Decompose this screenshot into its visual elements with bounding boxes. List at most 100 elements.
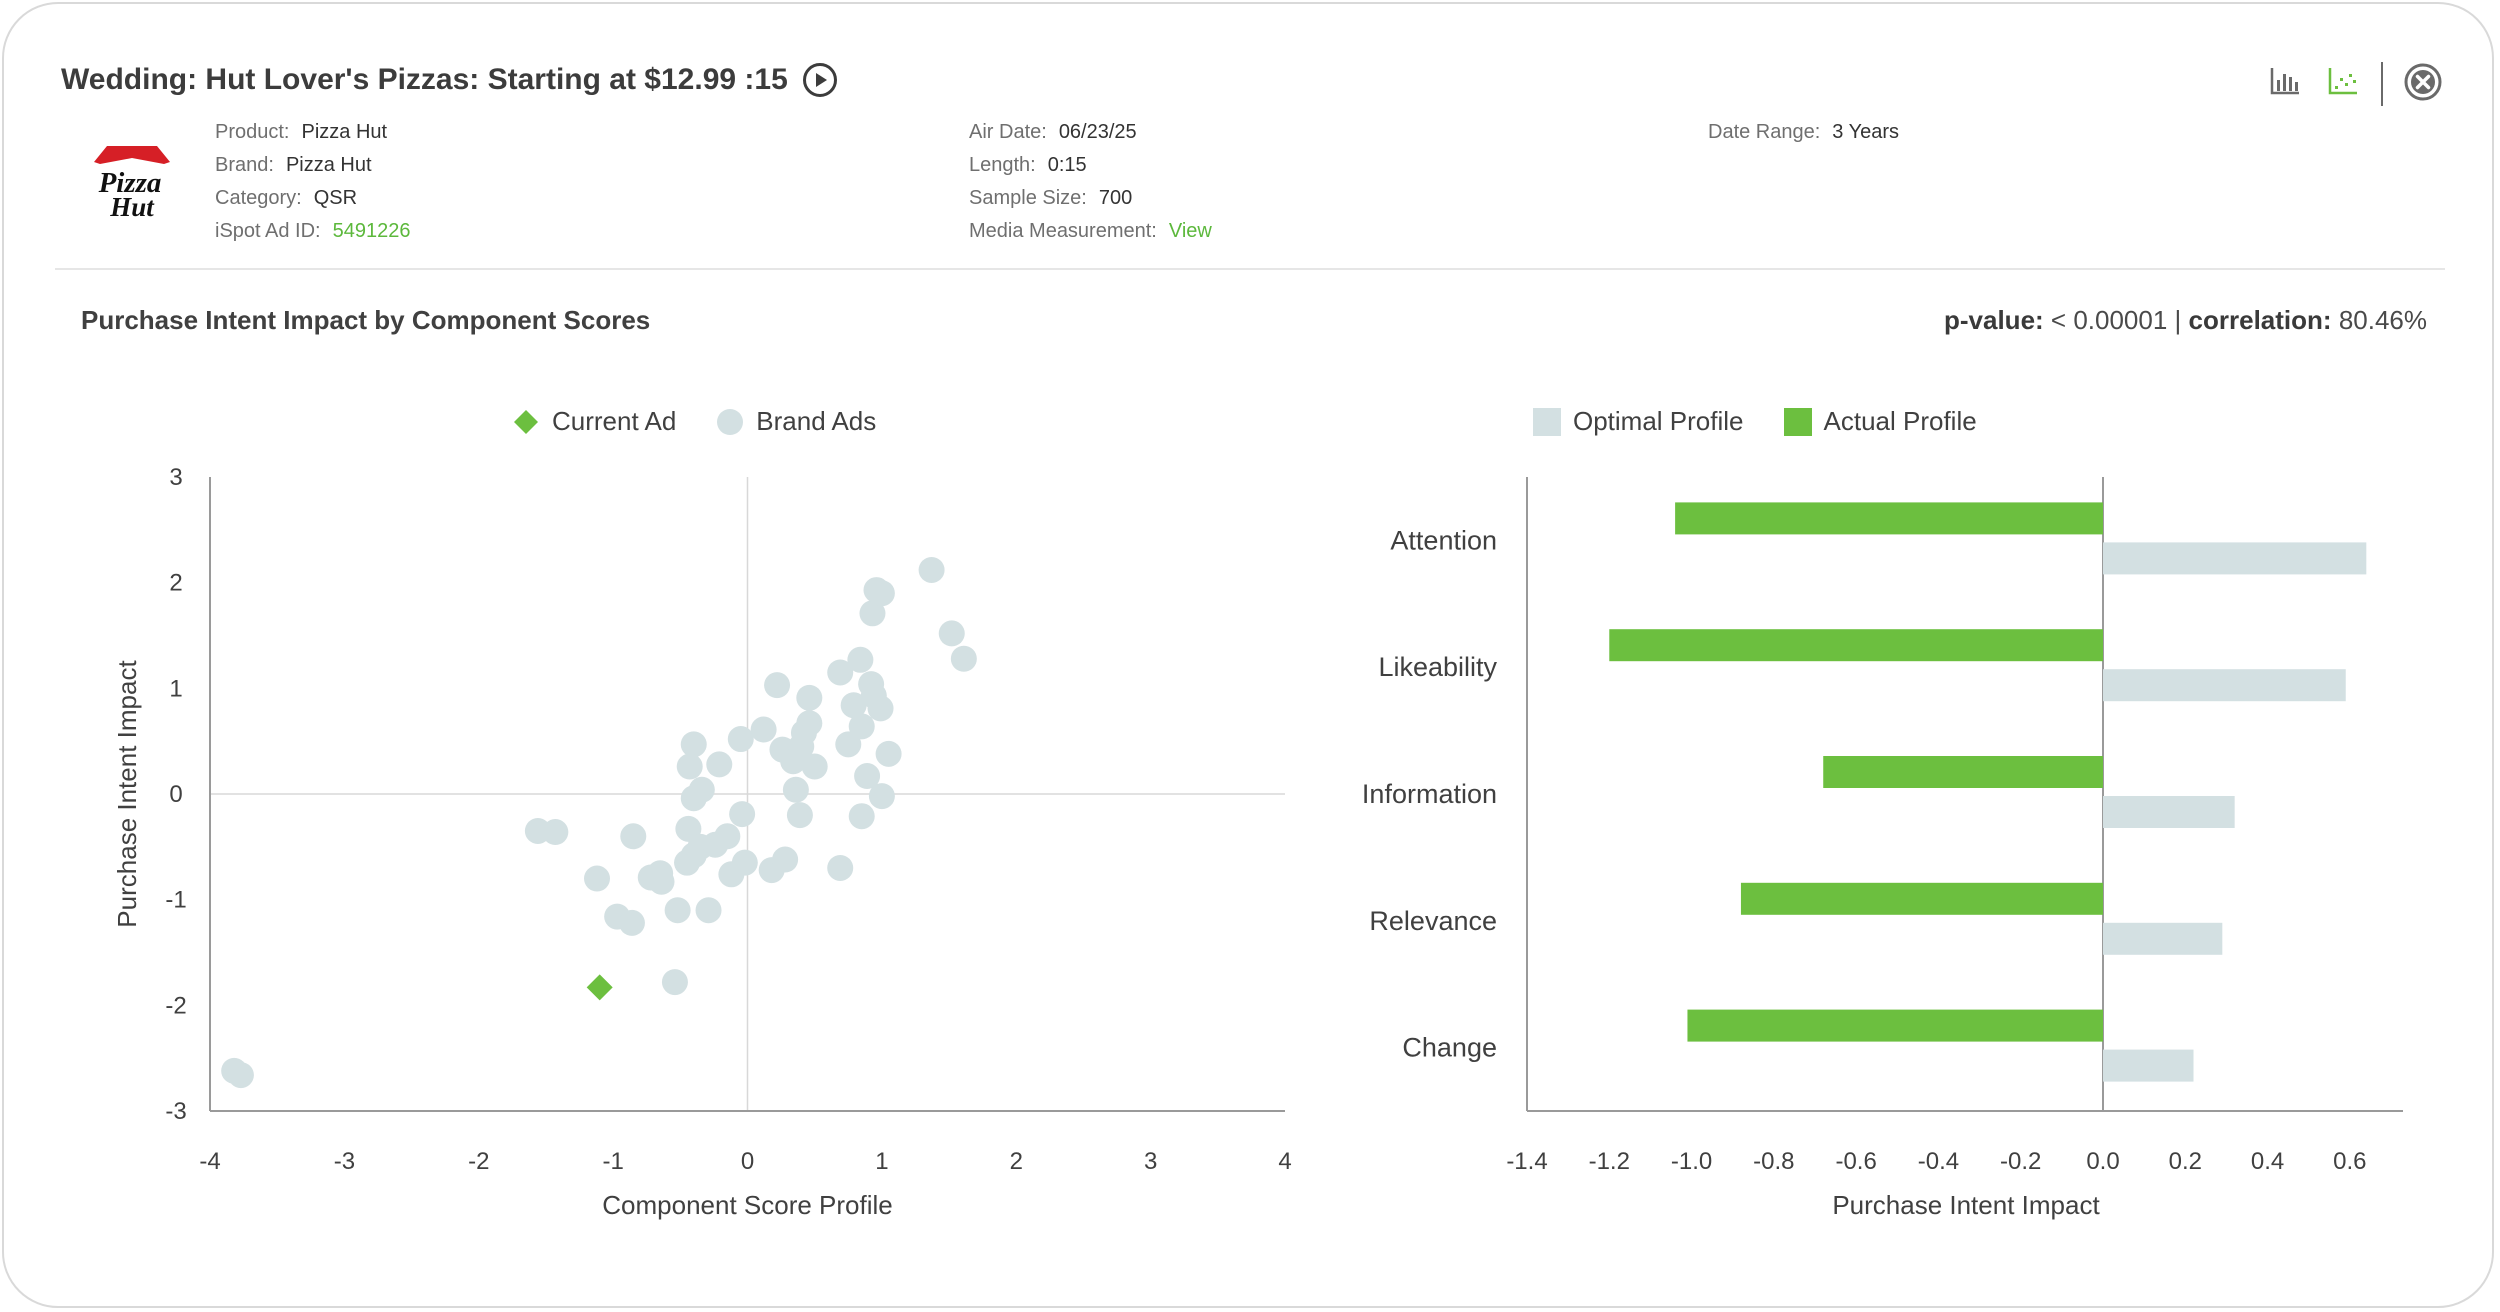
optimal-profile-bar[interactable] (2103, 796, 2235, 828)
actual-profile-bar[interactable] (1675, 502, 2103, 535)
brand-ad-point[interactable] (620, 823, 647, 850)
brand-ad-point[interactable] (786, 802, 813, 829)
x-tick-label: -0.2 (2000, 1148, 2041, 1175)
media-measurement-view-link[interactable]: View (1168, 220, 1212, 242)
scatter-legend: Current Ad Brand Ads (512, 406, 916, 437)
brand-ad-point[interactable] (848, 713, 875, 740)
legend-item-brand-ads[interactable]: Brand Ads (716, 406, 876, 437)
x-tick-label: -1.2 (1589, 1148, 1630, 1175)
brand-ad-point[interactable] (664, 897, 691, 924)
brand-ad-point[interactable] (618, 909, 645, 936)
brand-ad-point[interactable] (827, 854, 854, 881)
brand-ad-point[interactable] (676, 753, 703, 780)
brand-ad-point[interactable] (950, 645, 977, 672)
brand-ad-point[interactable] (680, 731, 707, 758)
ad-title-text: Wedding: Hut Lover's Pizzas: Starting at… (61, 63, 788, 96)
brand-ad-point[interactable] (782, 776, 809, 803)
actual-profile-bar[interactable] (1687, 1009, 2103, 1042)
optimal-profile-bar[interactable] (2103, 542, 2367, 575)
optimal-profile-bar[interactable] (2103, 669, 2346, 702)
brand-ad-point[interactable] (648, 868, 675, 895)
brand-ad-point[interactable] (867, 695, 894, 722)
brand-ad-point[interactable] (731, 849, 758, 876)
stats-separator: | (2174, 305, 2182, 335)
ad-title: Wedding: Hut Lover's Pizzas: Starting at… (61, 62, 838, 98)
x-tick-label: -2 (468, 1148, 489, 1175)
brand-ad-point[interactable] (868, 783, 895, 810)
meta-column-2: Air Date: 06/23/25 Length: 0:15 Sample S… (969, 116, 1212, 248)
brand-ad-point[interactable] (706, 751, 733, 778)
brand-ad-point[interactable] (772, 846, 799, 873)
brand-ad-point[interactable] (875, 740, 902, 767)
x-tick-label: -1.0 (1671, 1148, 1712, 1175)
meta-value: 3 Years (1832, 121, 1900, 143)
brand-ad-point[interactable] (847, 646, 874, 673)
x-tick-label: -0.4 (1918, 1148, 1959, 1175)
toolbar-separator (2381, 62, 2383, 106)
x-tick-label: -1.4 (1506, 1148, 1547, 1175)
brand-ad-point[interactable] (727, 726, 754, 753)
brand-ad-point[interactable] (584, 865, 610, 892)
brand-ad-point[interactable] (729, 801, 756, 828)
x-axis-title: Component Score Profile (602, 1190, 892, 1220)
brand-ad-point[interactable] (227, 1062, 254, 1089)
category-label: Information (1362, 779, 1497, 809)
current-ad-point[interactable] (586, 974, 613, 1001)
y-tick-label: 1 (169, 675, 182, 702)
category-label: Relevance (1369, 906, 1497, 936)
brand-ad-point[interactable] (918, 556, 945, 583)
category-label: Likeability (1378, 652, 1497, 682)
x-axis-title: Purchase Intent Impact (1832, 1190, 2100, 1220)
brand-ad-point[interactable] (801, 753, 828, 780)
brand-ad-point[interactable] (835, 731, 862, 758)
meta-value: Pizza Hut (285, 154, 372, 176)
meta-label: Air Date: (969, 121, 1047, 143)
section-title: Purchase Intent Impact by Component Scor… (81, 305, 651, 335)
scatter-chart: -4 -3 -2 -1 0 1 2 3 4 -3 -2 -1 0 1 2 3 Component Score P… (112, 464, 1292, 1220)
brand-ad-point[interactable] (661, 969, 688, 996)
optimal-profile-bar[interactable] (2103, 922, 2223, 955)
optimal-profile-bar[interactable] (2103, 1049, 2194, 1082)
scatter-chart-icon[interactable] (2326, 64, 2360, 98)
actual-profile-bar[interactable] (1740, 882, 2103, 915)
y-axis-title: Purchase Intent Impact (112, 660, 142, 928)
y-tick-label: -2 (165, 992, 186, 1019)
brand-ad-point[interactable] (868, 580, 895, 607)
meta-date-range: Date Range: 3 Years (1708, 116, 1899, 149)
brand-ad-point[interactable] (938, 620, 965, 647)
y-tick-label: 2 (169, 570, 182, 597)
meta-value: 0:15 (1047, 154, 1087, 176)
meta-label: Brand: (215, 154, 274, 176)
bar-chart-icon[interactable] (2268, 64, 2302, 98)
x-tick-label: 1 (875, 1148, 888, 1175)
brand-ad-point[interactable] (702, 831, 729, 858)
brand-ad-point[interactable] (764, 672, 791, 699)
category-label: Change (1402, 1033, 1497, 1063)
meta-brand: Brand: Pizza Hut (215, 149, 411, 182)
brand-ad-point[interactable] (827, 659, 854, 686)
ad-id-link[interactable]: 5491226 (332, 220, 411, 242)
brand-ad-point[interactable] (854, 763, 881, 790)
actual-profile-bar[interactable] (1609, 629, 2103, 662)
x-tick-label: -0.6 (1835, 1148, 1876, 1175)
actual-profile-bar[interactable] (1823, 756, 2103, 788)
brand-ad-point[interactable] (680, 785, 707, 812)
close-icon[interactable] (2403, 62, 2443, 102)
brand-ad-point[interactable] (750, 716, 777, 743)
brand-ad-point[interactable] (542, 819, 569, 846)
meta-value: 06/23/25 (1058, 121, 1137, 143)
brand-ad-point[interactable] (796, 684, 823, 711)
y-tick-label: 0 (169, 781, 182, 808)
legend-item-actual-profile[interactable]: Actual Profile (1783, 406, 1977, 437)
legend-item-optimal-profile[interactable]: Optimal Profile (1533, 406, 1744, 437)
legend-item-current-ad[interactable]: Current Ad (512, 406, 676, 437)
brand-ad-point[interactable] (840, 692, 867, 719)
brand-ad-point[interactable] (695, 897, 722, 924)
brand-ad-point[interactable] (859, 600, 886, 627)
meta-category: Category: QSR (215, 182, 411, 215)
brand-ad-point[interactable] (796, 710, 823, 737)
brand-ad-point[interactable] (848, 803, 875, 830)
play-icon[interactable] (802, 62, 838, 98)
meta-column-3: Date Range: 3 Years (1708, 116, 1899, 149)
